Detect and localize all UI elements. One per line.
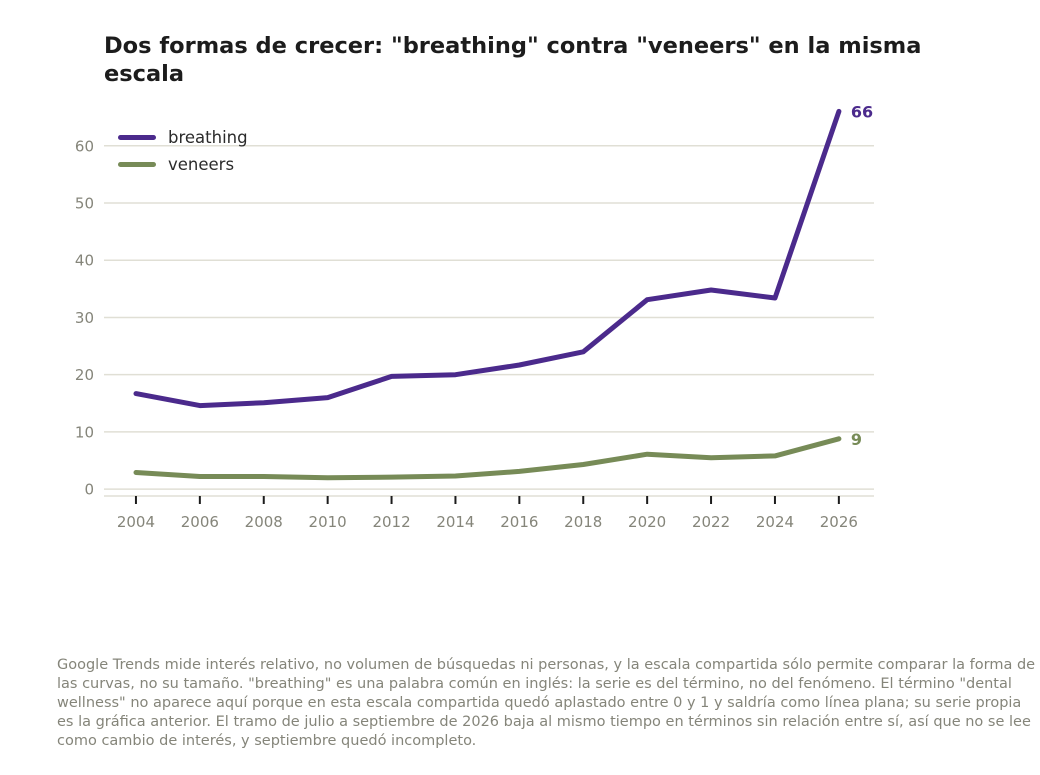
y-tick-label: 60	[75, 137, 94, 155]
y-tick-label: 50	[75, 195, 94, 213]
legend-label-breathing: breathing	[168, 128, 248, 147]
y-tick-label: 30	[75, 309, 94, 327]
x-tick-label: 2026	[820, 513, 858, 531]
x-tick-label: 2016	[500, 513, 538, 531]
legend-item-veneers: veneers	[118, 151, 248, 178]
legend-swatch-breathing	[118, 135, 156, 140]
legend: breathing veneers	[118, 124, 248, 178]
end-label-breathing: 66	[851, 102, 873, 121]
legend-swatch-veneers	[118, 162, 156, 167]
x-tick-label: 2018	[564, 513, 602, 531]
x-tick-label: 2012	[372, 513, 410, 531]
end-labels: 9 66	[851, 102, 873, 448]
x-tick-label: 2006	[181, 513, 219, 531]
y-axis-tick-labels: 0 10 20 30 40 50 60	[75, 137, 94, 498]
x-tick-label: 2010	[309, 513, 347, 531]
legend-label-veneers: veneers	[168, 155, 235, 174]
y-tick-label: 40	[75, 252, 94, 270]
x-tick-label: 2014	[436, 513, 474, 531]
x-tick-label: 2022	[692, 513, 730, 531]
footnote: Google Trends mide interés relativo, no …	[57, 657, 1036, 749]
x-tick-label: 2024	[756, 513, 794, 531]
x-axis: 2004 2006 2008 2010 2012 2014 2016 2018 2020 2022…	[104, 495, 874, 531]
gridlines	[104, 145, 874, 490]
series-line-breathing	[133, 108, 842, 409]
end-label-veneers: 9	[851, 430, 862, 449]
legend-item-breathing: breathing	[118, 124, 248, 151]
y-tick-label: 10	[75, 423, 94, 441]
x-tick-label: 2008	[245, 513, 283, 531]
x-tick-label: 2020	[628, 513, 666, 531]
chart-title: Dos formas de crecer: "breathing" contra…	[104, 33, 922, 87]
y-tick-label: 0	[84, 481, 94, 499]
x-tick-label: 2004	[117, 513, 155, 531]
series-line-veneers	[133, 436, 842, 481]
series-lines	[133, 108, 842, 481]
y-tick-label: 20	[75, 366, 94, 384]
